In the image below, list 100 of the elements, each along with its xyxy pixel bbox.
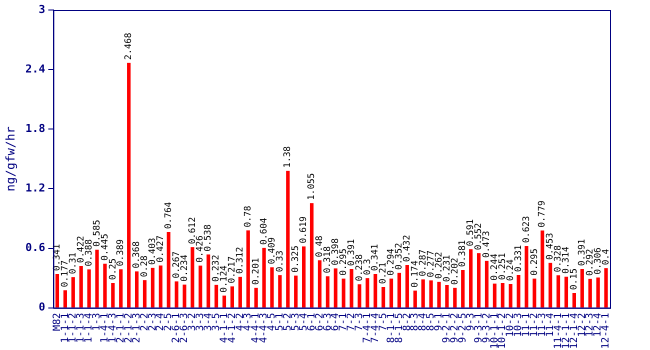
- bar: [556, 275, 560, 308]
- bar: [334, 268, 338, 308]
- bar: [548, 262, 552, 308]
- bar: [461, 270, 465, 308]
- bar: [588, 278, 592, 308]
- data-label: 0.619: [299, 216, 310, 244]
- bar: [492, 284, 496, 308]
- bar: [79, 266, 83, 308]
- bar: [508, 284, 512, 308]
- bar: [302, 246, 306, 308]
- bar: [342, 278, 346, 308]
- bar: [405, 264, 409, 308]
- data-label: 0.623: [522, 216, 532, 244]
- bar: [190, 247, 194, 308]
- bar: [286, 170, 290, 308]
- bar: [222, 296, 226, 308]
- data-label: 0.234: [180, 254, 190, 282]
- y-tick-label: 1.8: [25, 122, 46, 136]
- bar: [262, 248, 266, 308]
- data-label: 0.295: [530, 248, 540, 276]
- bar: [500, 282, 504, 308]
- bar: [318, 260, 322, 308]
- data-label: 1.055: [307, 173, 318, 200]
- data-label: 0.201: [251, 258, 262, 285]
- data-label: 0.331: [514, 244, 524, 272]
- bar: [580, 269, 584, 308]
- data-label: 0.389: [116, 239, 126, 266]
- bar: [540, 230, 544, 308]
- bar: [350, 269, 354, 308]
- bar: [421, 279, 425, 308]
- data-label: 0.325: [291, 246, 302, 273]
- bar: [174, 281, 178, 308]
- bar: [437, 282, 441, 308]
- bar: [310, 203, 314, 308]
- data-label: 0.779: [538, 200, 548, 228]
- bar: [326, 276, 330, 308]
- bar: [484, 260, 489, 308]
- bar: [572, 292, 576, 308]
- bar: [382, 287, 386, 308]
- bar: [71, 277, 75, 308]
- data-label: 0.764: [164, 202, 174, 230]
- data-label: 0.585: [92, 220, 102, 247]
- bar: [87, 269, 91, 308]
- bar: [198, 266, 202, 308]
- y-tick-label: 2.4: [25, 62, 46, 76]
- bar: [214, 284, 218, 308]
- bar: [397, 272, 402, 308]
- bar: [413, 290, 417, 308]
- data-label: 0.312: [236, 246, 246, 274]
- bar: [270, 267, 274, 308]
- bar: [294, 276, 298, 308]
- bar: [532, 278, 536, 308]
- bar: [119, 269, 123, 308]
- bar: [596, 277, 600, 308]
- bar: [445, 284, 449, 308]
- bar: [246, 230, 250, 308]
- data-label: 0.445: [100, 234, 110, 261]
- bar: [111, 283, 115, 308]
- bar: [278, 275, 282, 308]
- y-tick-label: 1.2: [25, 182, 46, 195]
- data-label: 0.4: [601, 248, 612, 266]
- bar: [127, 62, 131, 308]
- bar: [254, 288, 258, 308]
- bar: [150, 268, 154, 308]
- bar: [476, 253, 481, 308]
- bar: [366, 278, 370, 308]
- bar: [564, 276, 568, 308]
- y-tick-label: 3: [38, 2, 46, 16]
- bar: [55, 274, 60, 308]
- data-label: 0.15: [570, 268, 580, 290]
- data-label: 0.432: [402, 234, 413, 262]
- bar: [182, 284, 186, 308]
- bar: [358, 284, 362, 308]
- bar: [95, 250, 99, 308]
- bar: [524, 246, 528, 308]
- data-label: 0.538: [204, 224, 214, 252]
- y-tick-label: 0.6: [25, 241, 46, 254]
- bar: [238, 276, 242, 308]
- bar: [158, 265, 162, 308]
- bar: [389, 278, 394, 308]
- y-tick-label: 0: [38, 300, 46, 314]
- bar: [134, 271, 139, 308]
- bar: [103, 264, 107, 308]
- bar: [374, 274, 378, 308]
- data-label: 0.427: [156, 235, 166, 262]
- data-label: 1.38: [283, 146, 294, 168]
- data-label: 0.78: [243, 206, 254, 228]
- bar: [166, 232, 170, 308]
- bar: [206, 254, 210, 308]
- bar: [516, 275, 520, 308]
- bar: [453, 288, 457, 308]
- bar: [429, 280, 433, 308]
- data-label: 0.33: [275, 250, 286, 272]
- bar: [142, 280, 147, 308]
- y-axis-title: ng/gfw/hr: [3, 126, 18, 192]
- bar: [230, 286, 234, 308]
- bar: [604, 268, 608, 308]
- bar: [63, 290, 67, 308]
- data-label: 2.468: [124, 32, 134, 60]
- bar: [469, 249, 473, 308]
